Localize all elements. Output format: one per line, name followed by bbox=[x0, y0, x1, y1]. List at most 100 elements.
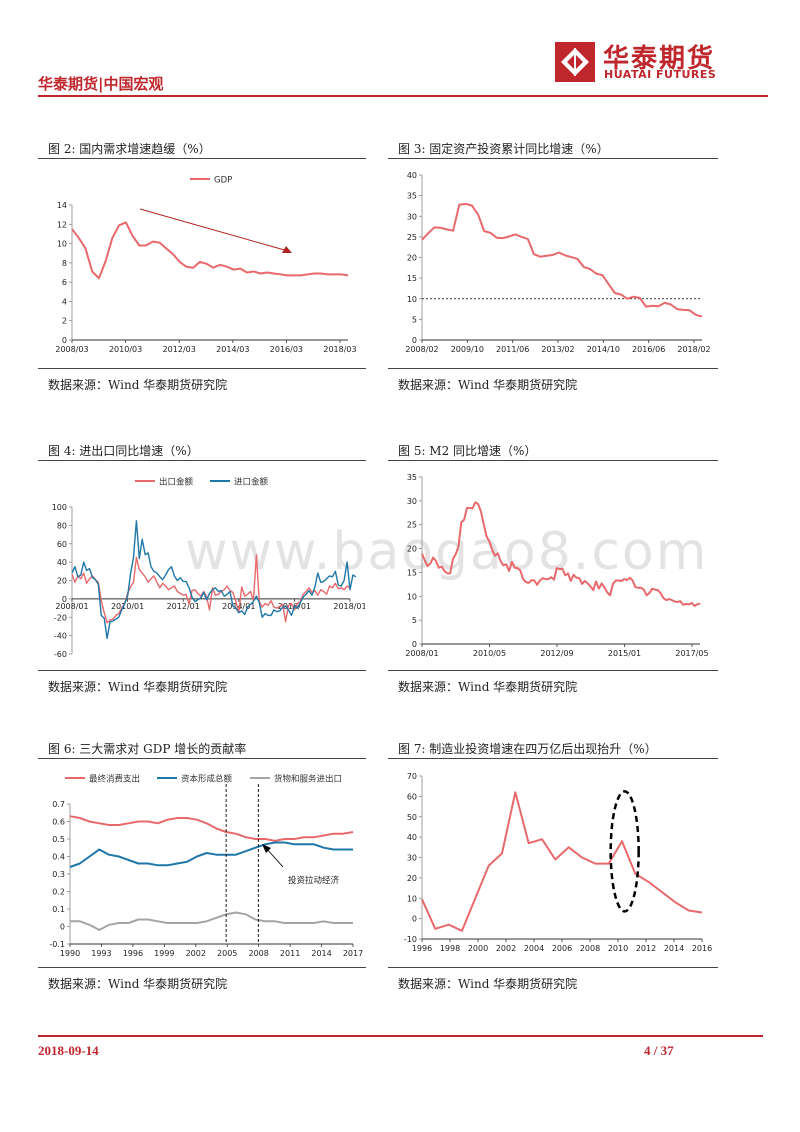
source-rule bbox=[388, 368, 718, 369]
source-fig3: 数据来源：Wind 华泰期货研究院 bbox=[398, 378, 578, 392]
x-tick-label: 2012/03 bbox=[163, 345, 196, 354]
chart-fig7: -10 0 10 20 30 40 50 60 70 1996 1998 2000 2002 2004 20… bbox=[390, 764, 715, 964]
series-line-3 bbox=[70, 911, 353, 931]
y-tick-label: 10 bbox=[57, 240, 67, 249]
y-tick-label: 40 bbox=[57, 558, 67, 567]
legend-label: 货物和服务进出口 bbox=[274, 774, 342, 785]
x-tick-label: 2016/06 bbox=[632, 345, 665, 354]
y-tick-label: 100 bbox=[52, 503, 67, 512]
y-tick-label: 20 bbox=[407, 874, 417, 883]
y-tick-label: 35 bbox=[407, 192, 417, 201]
arrowhead-icon bbox=[262, 844, 271, 853]
y-tick-label: 10 bbox=[407, 592, 417, 601]
section-title: 华泰期货|中国宏观 bbox=[38, 75, 164, 93]
x-tick-label: 2008/01 bbox=[405, 649, 438, 658]
y-tick-label: 40 bbox=[407, 833, 417, 842]
logo-text-cn: 华泰期货 bbox=[603, 44, 716, 74]
y-tick-label: 0 bbox=[60, 923, 65, 932]
x-tick-label: 1996 bbox=[123, 949, 143, 958]
y-tick-label: 14 bbox=[57, 201, 67, 210]
x-tick-label: 2018/03 bbox=[323, 345, 356, 354]
y-tick-label: 0 bbox=[412, 336, 417, 345]
source-rule bbox=[38, 368, 366, 369]
x-tick-label: 2016 bbox=[692, 944, 712, 953]
x-tick-label: 2014/01 bbox=[222, 602, 255, 611]
x-tick-label: 2010/05 bbox=[473, 649, 506, 658]
y-tick-label: 30 bbox=[407, 212, 417, 221]
x-tick-label: 2010/03 bbox=[109, 345, 142, 354]
x-tick-label: 1996 bbox=[412, 944, 432, 953]
series-line-1 bbox=[421, 202, 703, 318]
y-tick-label: 30 bbox=[407, 854, 417, 863]
caption-rule bbox=[388, 758, 718, 759]
footer-rule bbox=[38, 1035, 763, 1037]
header-rule bbox=[38, 95, 768, 97]
caption-rule bbox=[38, 460, 366, 461]
caption-fig2: 图 2: 国内需求增速趋缓（%） bbox=[48, 142, 211, 156]
x-tick-label: 2011 bbox=[280, 949, 300, 958]
y-tick-label: 2 bbox=[62, 317, 67, 326]
series-line-1 bbox=[71, 554, 351, 624]
y-tick-label: 25 bbox=[407, 521, 417, 530]
y-tick-label: -60 bbox=[54, 650, 67, 659]
logo-text-en: HUATAI FUTURES bbox=[604, 68, 717, 81]
series-line-1 bbox=[421, 501, 701, 607]
y-tick-label: 0.4 bbox=[52, 853, 65, 862]
x-tick-label: 2017 bbox=[343, 949, 363, 958]
x-tick-label: 2014/03 bbox=[216, 345, 249, 354]
x-tick-label: 2014/10 bbox=[587, 345, 620, 354]
x-tick-label: 2002 bbox=[496, 944, 516, 953]
legend-label: 资本形成总额 bbox=[181, 774, 233, 785]
y-tick-label: 40 bbox=[407, 171, 417, 180]
source-rule bbox=[388, 967, 718, 968]
source-fig6: 数据来源：Wind 华泰期货研究院 bbox=[48, 977, 228, 991]
y-tick-label: 10 bbox=[407, 295, 417, 304]
series-line-2 bbox=[71, 520, 357, 640]
y-tick-label: -20 bbox=[54, 613, 67, 622]
y-tick-label: 30 bbox=[407, 497, 417, 506]
x-tick-label: 2008 bbox=[580, 944, 600, 953]
x-tick-label: 2008/02 bbox=[405, 345, 438, 354]
x-tick-label: 2014 bbox=[311, 949, 331, 958]
y-tick-label: -40 bbox=[54, 632, 67, 641]
y-tick-label: 4 bbox=[62, 297, 67, 306]
x-tick-label: 2018/01 bbox=[333, 602, 365, 611]
source-fig4: 数据来源：Wind 华泰期货研究院 bbox=[48, 680, 228, 694]
x-tick-label: 1993 bbox=[91, 949, 111, 958]
source-rule bbox=[38, 670, 366, 671]
source-fig7: 数据来源：Wind 华泰期货研究院 bbox=[398, 977, 578, 991]
chart-fig4: 出口金额 进口金额 -60 -40 -20 0 20 40 60 80 100 2008/01 2010… bbox=[40, 467, 365, 662]
y-tick-label: 6 bbox=[62, 278, 67, 287]
x-tick-label: 2012 bbox=[636, 944, 656, 953]
y-tick-label: 80 bbox=[57, 521, 67, 530]
trend-arrow bbox=[139, 208, 289, 252]
y-tick-label: 0.1 bbox=[52, 905, 65, 914]
caption-rule bbox=[388, 158, 718, 159]
y-tick-label: 25 bbox=[407, 233, 417, 242]
annotation-arrow bbox=[265, 847, 284, 868]
legend-label: GDP bbox=[214, 176, 232, 186]
y-tick-label: 0.7 bbox=[52, 800, 65, 809]
source-rule bbox=[38, 967, 366, 968]
x-tick-label: 2008/01 bbox=[55, 602, 88, 611]
caption-fig4: 图 4: 进出口同比增速（%） bbox=[48, 444, 199, 458]
x-tick-label: 2012/09 bbox=[540, 649, 573, 658]
legend-label: 最终消费支出 bbox=[89, 774, 140, 785]
x-tick-label: 2010/01 bbox=[111, 602, 144, 611]
x-tick-label: 2011/06 bbox=[496, 345, 529, 354]
x-tick-label: 2002 bbox=[186, 949, 206, 958]
chart-fig3: 0 5 10 15 20 25 30 35 40 2008/02 2009/10 2011/06 201… bbox=[390, 165, 715, 360]
caption-rule bbox=[38, 158, 366, 159]
x-tick-label: 2004 bbox=[524, 944, 544, 953]
x-tick-label: 2015/01 bbox=[608, 649, 641, 658]
y-tick-label: 15 bbox=[407, 274, 417, 283]
y-tick-label: 0.2 bbox=[52, 888, 65, 897]
y-tick-label: 0.6 bbox=[52, 818, 65, 827]
x-tick-label: 2010 bbox=[608, 944, 628, 953]
arrowhead-icon bbox=[282, 246, 292, 253]
source-fig5: 数据来源：Wind 华泰期货研究院 bbox=[398, 680, 578, 694]
y-tick-label: 20 bbox=[407, 545, 417, 554]
source-rule bbox=[388, 670, 718, 671]
y-tick-label: 10 bbox=[407, 894, 417, 903]
x-tick-label: 2008/03 bbox=[55, 345, 88, 354]
